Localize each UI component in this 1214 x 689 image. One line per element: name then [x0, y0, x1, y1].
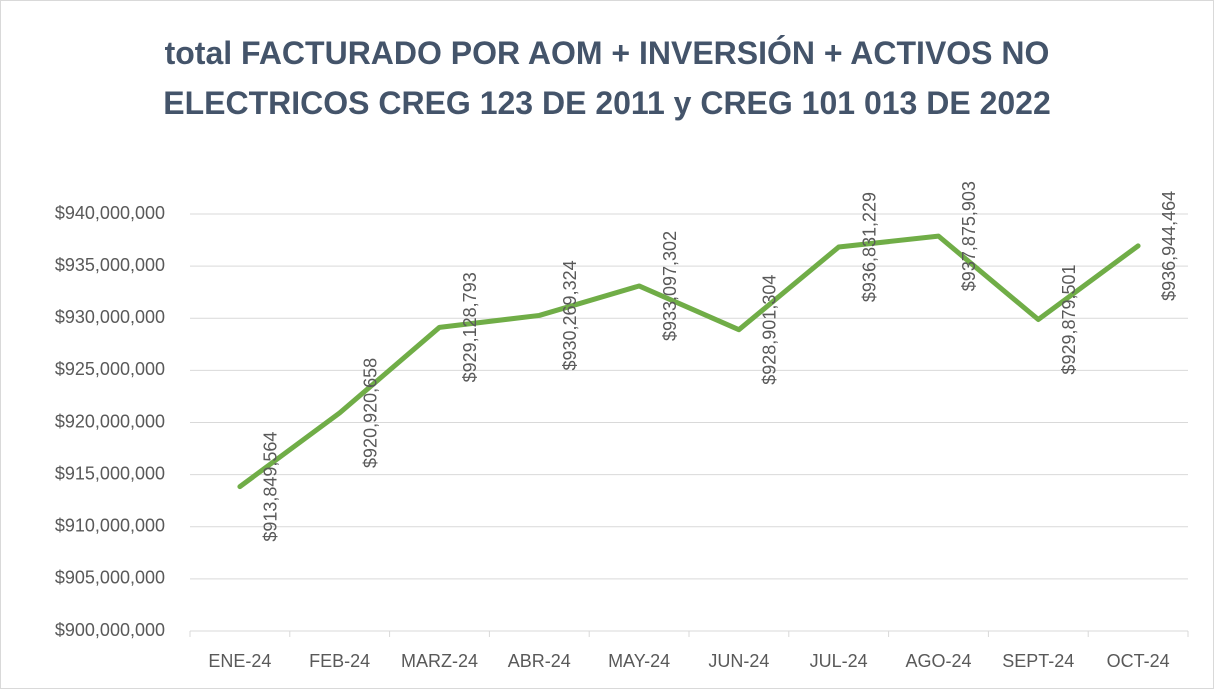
data-label: $920,920,658 — [360, 358, 380, 468]
x-tick-label: ENE-24 — [208, 651, 271, 671]
x-tick-label: OCT-24 — [1107, 651, 1170, 671]
y-tick-label: $935,000,000 — [55, 255, 165, 275]
y-tick-label: $900,000,000 — [55, 620, 165, 640]
data-label: $937,875,903 — [959, 181, 979, 291]
data-label: $928,901,304 — [760, 275, 780, 385]
y-tick-label: $920,000,000 — [55, 411, 165, 431]
data-label: $936,831,229 — [859, 192, 879, 302]
x-tick-label: JUL-24 — [810, 651, 868, 671]
chart-title: total FACTURADO POR AOM + INVERSIÓN + AC… — [163, 35, 1051, 121]
data-label: $930,269,324 — [560, 260, 580, 370]
data-label: $936,944,464 — [1159, 191, 1179, 301]
y-tick-label: $910,000,000 — [55, 516, 165, 536]
y-tick-label: $915,000,000 — [55, 463, 165, 483]
x-tick-label: JUN-24 — [708, 651, 769, 671]
x-tick-label: ABR-24 — [508, 651, 571, 671]
x-tick-label: AGO-24 — [905, 651, 971, 671]
data-label: $929,128,793 — [460, 272, 480, 382]
data-line — [237, 233, 1141, 490]
y-tick-label: $940,000,000 — [55, 203, 165, 223]
data-label: $933,097,302 — [660, 231, 680, 341]
x-tick-label: MAY-24 — [608, 651, 670, 671]
y-tick-label: $930,000,000 — [55, 307, 165, 327]
data-label: $929,879,501 — [1059, 264, 1079, 374]
x-tick-label: MARZ-24 — [401, 651, 478, 671]
x-tick-label: FEB-24 — [309, 651, 370, 671]
data-label: $913,849,564 — [261, 432, 281, 542]
y-tick-label: $925,000,000 — [55, 359, 165, 379]
x-tick-label: SEPT-24 — [1002, 651, 1074, 671]
y-tick-label: $905,000,000 — [55, 568, 165, 588]
